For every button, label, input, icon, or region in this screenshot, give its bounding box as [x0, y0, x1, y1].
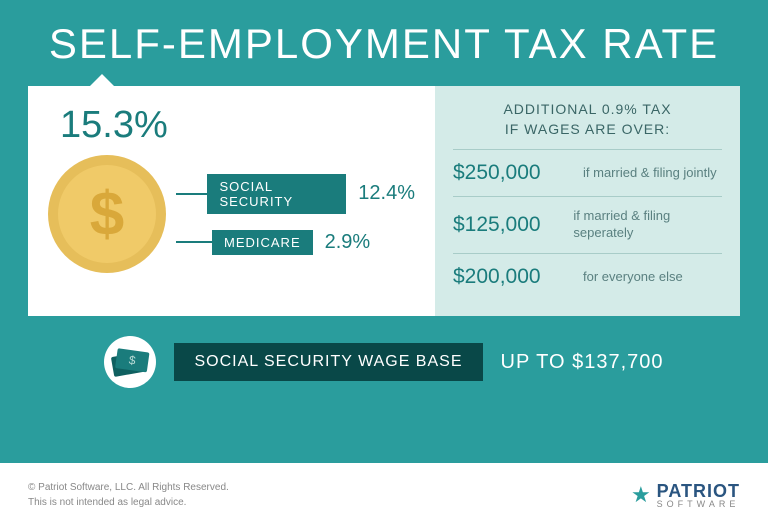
breakdown-lines: SOCIAL SECURITY 12.4% MEDICARE 2.9%: [176, 158, 415, 271]
tier-amount: $200,000: [453, 265, 583, 289]
tier-row: $250,000 if married & filing jointly: [453, 149, 722, 196]
logo-main: PATRIOT: [657, 482, 740, 500]
pointer-arrow: [88, 74, 116, 88]
wage-base-row: $ SOCIAL SECURITY WAGE BASE UP TO $137,7…: [0, 336, 768, 388]
tier-amount: $125,000: [453, 213, 573, 237]
tier-desc: if married & filing seperately: [573, 208, 722, 242]
medicare-tag: MEDICARE: [212, 230, 313, 255]
tier-amount: $250,000: [453, 161, 583, 185]
right-panel: ADDITIONAL 0.9% TAX IF WAGES ARE OVER: $…: [435, 86, 740, 316]
breakdown-item: MEDICARE 2.9%: [176, 230, 415, 255]
coin-area: $ SOCIAL SECURITY 12.4% MEDICARE 2.9%: [48, 155, 415, 273]
tier-row: $125,000 if married & filing seperately: [453, 196, 722, 253]
tier-desc: for everyone else: [583, 269, 683, 286]
left-panel: 15.3% $ SOCIAL SECURITY 12.4% MEDICARE: [28, 86, 435, 316]
star-icon: ★: [631, 482, 651, 508]
infographic: SELF-EMPLOYMENT TAX RATE 15.3% $ SOCIAL …: [0, 0, 768, 527]
logo-sub: SOFTWARE: [657, 500, 740, 509]
main-panel: 15.3% $ SOCIAL SECURITY 12.4% MEDICARE: [28, 86, 740, 316]
footer: © Patriot Software, LLC. All Rights Rese…: [0, 463, 768, 527]
total-rate: 15.3%: [60, 104, 415, 147]
dollar-sign: $: [90, 179, 124, 250]
social-security-tag: SOCIAL SECURITY: [207, 174, 346, 214]
coin-icon: $: [48, 155, 166, 273]
wage-base-amount: UP TO $137,700: [501, 351, 664, 374]
connector-line: [176, 193, 207, 195]
additional-tax-header: ADDITIONAL 0.9% TAX IF WAGES ARE OVER:: [453, 100, 722, 139]
copyright: © Patriot Software, LLC. All Rights Rese…: [28, 480, 229, 510]
social-security-pct: 12.4%: [358, 182, 415, 205]
tier-desc: if married & filing jointly: [583, 165, 717, 182]
breakdown-item: SOCIAL SECURITY 12.4%: [176, 174, 415, 214]
wage-base-label: SOCIAL SECURITY WAGE BASE: [174, 343, 482, 381]
patriot-logo: ★ PATRIOT SOFTWARE: [631, 482, 740, 509]
connector-line: [176, 241, 212, 243]
money-icon: $: [104, 336, 156, 388]
medicare-pct: 2.9%: [325, 231, 371, 254]
tier-row: $200,000 for everyone else: [453, 253, 722, 300]
